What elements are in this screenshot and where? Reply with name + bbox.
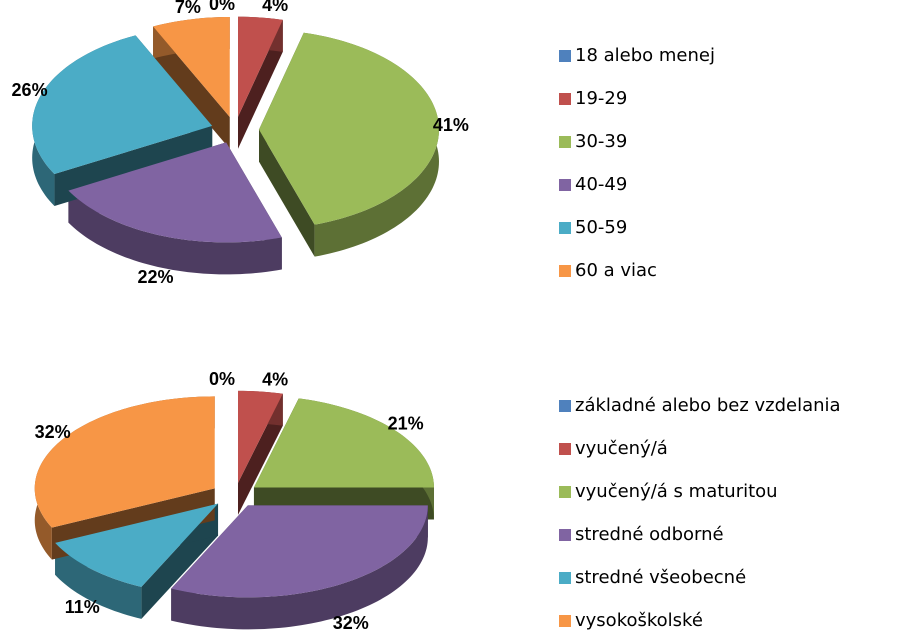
data-label: 32%: [35, 422, 71, 442]
legend-label: 19-29: [575, 88, 627, 109]
slice: [171, 505, 428, 598]
legend-label: stredné všeobecné: [575, 567, 746, 588]
legend-swatch: [559, 265, 571, 277]
legend-swatch: [559, 400, 571, 412]
legend-swatch: [559, 50, 571, 62]
legend-swatch: [559, 572, 571, 584]
data-label: 7%: [175, 0, 201, 17]
slice-depth: [68, 190, 282, 275]
legend-label: 50-59: [575, 217, 627, 238]
legend-swatch: [559, 93, 571, 105]
legend-swatch: [559, 179, 571, 191]
legend-label: 30-39: [575, 131, 627, 152]
slice-depth: [258, 129, 315, 257]
data-label: 4%: [262, 0, 288, 15]
data-label: 11%: [65, 597, 100, 617]
slice: [253, 398, 434, 488]
legend-swatch: [559, 486, 571, 498]
legend-swatch: [559, 615, 571, 627]
data-label: 0%: [209, 369, 235, 389]
legend-label: vyučený/á s maturitou: [575, 481, 778, 502]
data-label: 0%: [209, 0, 235, 14]
data-label: 21%: [388, 413, 424, 433]
slice: [238, 16, 283, 117]
legend-label: vyučený/á: [575, 438, 668, 459]
slice: [258, 32, 439, 225]
legend-label: vysokoškolské: [575, 610, 703, 631]
data-label: 4%: [262, 370, 288, 390]
slice: [32, 35, 213, 175]
legend-swatch: [559, 443, 571, 455]
slice: [34, 396, 215, 528]
slice-depth: [55, 542, 142, 619]
slice: [55, 503, 219, 587]
data-label: 26%: [12, 80, 48, 100]
data-label: 41%: [433, 115, 469, 135]
legend-label: stredné odborné: [575, 524, 724, 545]
legend-label: základné alebo bez vzdelania: [575, 395, 841, 416]
legend-swatch: [559, 529, 571, 541]
slice-depth: [238, 19, 283, 149]
legend-label: 18 alebo menej: [575, 45, 715, 66]
slice-depth: [171, 505, 428, 630]
data-label: 22%: [137, 267, 173, 287]
slice: [238, 390, 283, 483]
slice-depth: [153, 26, 230, 149]
legend-swatch: [559, 136, 571, 148]
slice: [153, 16, 230, 117]
data-label: 32%: [333, 613, 369, 633]
slice: [68, 142, 282, 243]
legend-swatch: [559, 222, 571, 234]
legend-label: 60 a viac: [575, 260, 657, 281]
legend-label: 40-49: [575, 174, 627, 195]
